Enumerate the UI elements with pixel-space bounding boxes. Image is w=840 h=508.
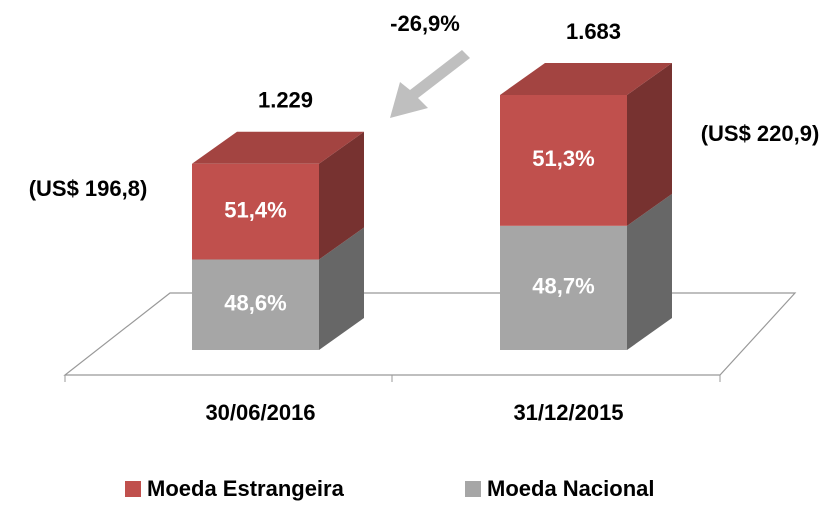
data-label: 48,7% (532, 274, 594, 299)
bar-side (319, 227, 364, 350)
bar (192, 259, 319, 350)
bar-side (319, 131, 364, 260)
data-label: 48,6% (224, 291, 286, 316)
bar-top (192, 131, 364, 164)
floor (63, 292, 797, 376)
bar (500, 95, 627, 226)
arrow (390, 50, 470, 118)
x-tick-label: 31/12/2015 (513, 400, 623, 425)
bar-side (627, 193, 672, 350)
total-label: 1.229 (258, 88, 313, 113)
bar-top (500, 63, 672, 95)
annotation: (US$ 220,9) (701, 121, 820, 146)
annotation: (US$ 196,8) (29, 176, 148, 201)
total-label: 1.683 (566, 19, 621, 44)
legend-label: Moeda Nacional (487, 476, 654, 501)
annotation: -26,9% (390, 11, 460, 36)
legend-swatch (125, 481, 141, 497)
x-tick-label: 30/06/2016 (205, 400, 315, 425)
data-label: 51,3% (532, 146, 594, 171)
legend-swatch (465, 481, 481, 497)
data-label: 51,4% (224, 197, 286, 222)
bar-side (627, 63, 672, 226)
legend-label: Moeda Estrangeira (147, 476, 345, 501)
bar (192, 163, 319, 260)
bar (500, 225, 627, 350)
